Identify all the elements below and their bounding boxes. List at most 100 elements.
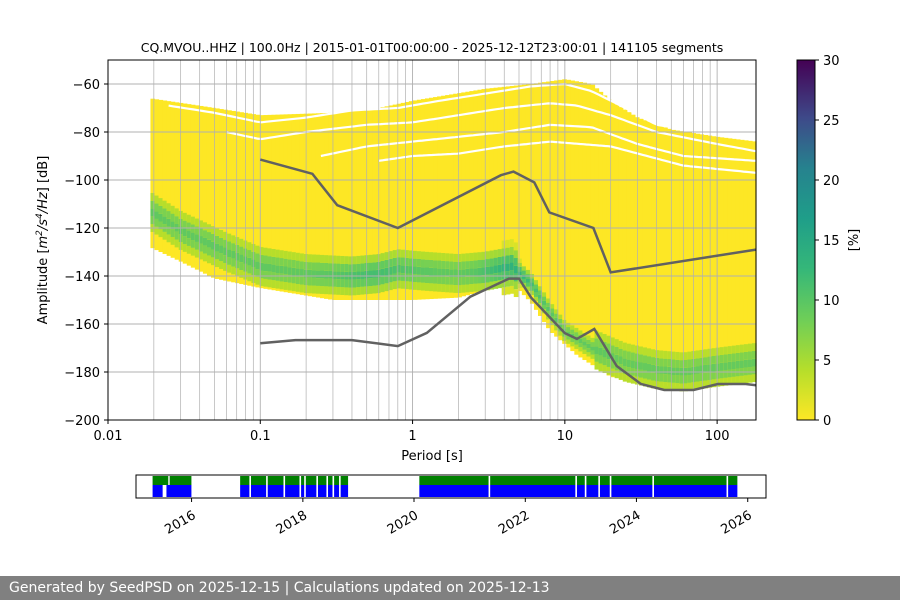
- density-column: [570, 80, 575, 352]
- density-cell: [215, 251, 220, 260]
- density-cell: [150, 200, 156, 209]
- colorbar-tick-label: 20: [823, 174, 840, 189]
- density-fill: [574, 81, 579, 355]
- density-column: [655, 124, 660, 390]
- density-fill: [320, 113, 325, 299]
- density-cell: [259, 254, 265, 263]
- density-cell: [433, 252, 438, 261]
- density-cell: [247, 257, 252, 266]
- density-cell: [400, 249, 406, 258]
- density-column: [441, 95, 446, 299]
- density-cell: [533, 292, 539, 297]
- colorbar-tick-label: 30: [823, 54, 840, 69]
- density-cell: [465, 284, 470, 293]
- density-cell: [659, 381, 664, 390]
- density-cell: [449, 253, 454, 262]
- density-cell: [647, 356, 652, 364]
- density-cell: [574, 332, 579, 337]
- density-cell: [586, 348, 592, 353]
- timeline-gap-mark: [609, 476, 612, 497]
- density-column: [235, 111, 240, 284]
- density-column: [509, 86, 515, 294]
- density-fill: [622, 109, 628, 380]
- density-cell: [542, 296, 547, 301]
- density-cell: [533, 280, 539, 285]
- density-cell: [380, 284, 386, 293]
- density-column: [598, 91, 604, 372]
- density-cell: [231, 258, 236, 267]
- density-fill: [449, 94, 454, 298]
- density-cell: [642, 363, 648, 371]
- density-cell: [263, 278, 269, 287]
- density-cell: [255, 269, 261, 277]
- density-fill: [489, 88, 495, 289]
- density-column: [445, 95, 450, 299]
- density-column: [219, 109, 224, 280]
- density-cell: [493, 257, 499, 266]
- density-cell: [727, 369, 733, 378]
- density-cell: [618, 348, 624, 357]
- psd-plot-area: 0.01 0.1 1 10 100 −60 −80 −100 −120 −140 −160 −180…: [64, 59, 757, 444]
- density-column: [538, 82, 543, 316]
- density-cell: [158, 198, 164, 206]
- density-column: [610, 102, 616, 378]
- density-cell: [275, 265, 281, 274]
- density-cell: [739, 360, 745, 369]
- density-column: [638, 118, 644, 386]
- density-fill: [328, 112, 333, 300]
- density-cell: [477, 260, 483, 268]
- density-fill: [715, 136, 721, 385]
- density-cell: [219, 237, 224, 246]
- density-cell: [574, 344, 579, 349]
- density-cell: [667, 366, 672, 375]
- density-cell: [231, 243, 236, 251]
- density-cell: [699, 357, 705, 366]
- density-cell: [441, 284, 446, 293]
- density-cell: [542, 292, 547, 297]
- density-fill: [166, 101, 172, 256]
- y-tick-label: −180: [64, 366, 100, 381]
- density-cell: [675, 351, 680, 360]
- density-cell: [659, 358, 664, 367]
- density-cell: [679, 360, 684, 368]
- density-cell: [489, 258, 495, 267]
- density-cell: [473, 275, 479, 284]
- density-cell: [328, 278, 333, 287]
- density-cell: [170, 221, 176, 230]
- density-column: [578, 81, 584, 358]
- density-column: [182, 103, 188, 264]
- density-cell: [538, 298, 543, 304]
- density-fill: [154, 99, 160, 251]
- density-cell: [651, 364, 656, 373]
- density-cell: [602, 365, 608, 374]
- timeline-gap-mark: [249, 476, 251, 497]
- density-cell: [267, 248, 273, 257]
- density-cell: [429, 275, 434, 284]
- density-cell: [251, 275, 257, 283]
- y-tick-label: −60: [73, 78, 100, 93]
- density-cell: [626, 359, 632, 368]
- density-cell: [287, 251, 293, 260]
- density-cell: [735, 352, 741, 361]
- density-cell: [202, 222, 208, 231]
- density-cell: [497, 264, 503, 273]
- density-cell: [449, 284, 454, 293]
- density-fill: [747, 140, 753, 381]
- density-cell: [372, 270, 378, 278]
- y-label-unit-hz: /Hz: [36, 191, 51, 214]
- density-column: [590, 84, 596, 366]
- density-cell: [586, 352, 592, 357]
- density-column: [602, 95, 608, 374]
- density-cell: [667, 359, 672, 367]
- density-cell: [315, 278, 321, 286]
- density-fill: [219, 109, 224, 280]
- density-cell: [352, 264, 357, 272]
- density-column: [315, 113, 321, 298]
- density-fill: [429, 97, 434, 300]
- density-cell: [465, 253, 470, 262]
- density-fill: [311, 113, 317, 297]
- density-column: [215, 108, 220, 279]
- x-tick-label: 0.1: [250, 429, 271, 444]
- density-cell: [525, 286, 531, 291]
- timeline-gap-mark: [332, 476, 335, 497]
